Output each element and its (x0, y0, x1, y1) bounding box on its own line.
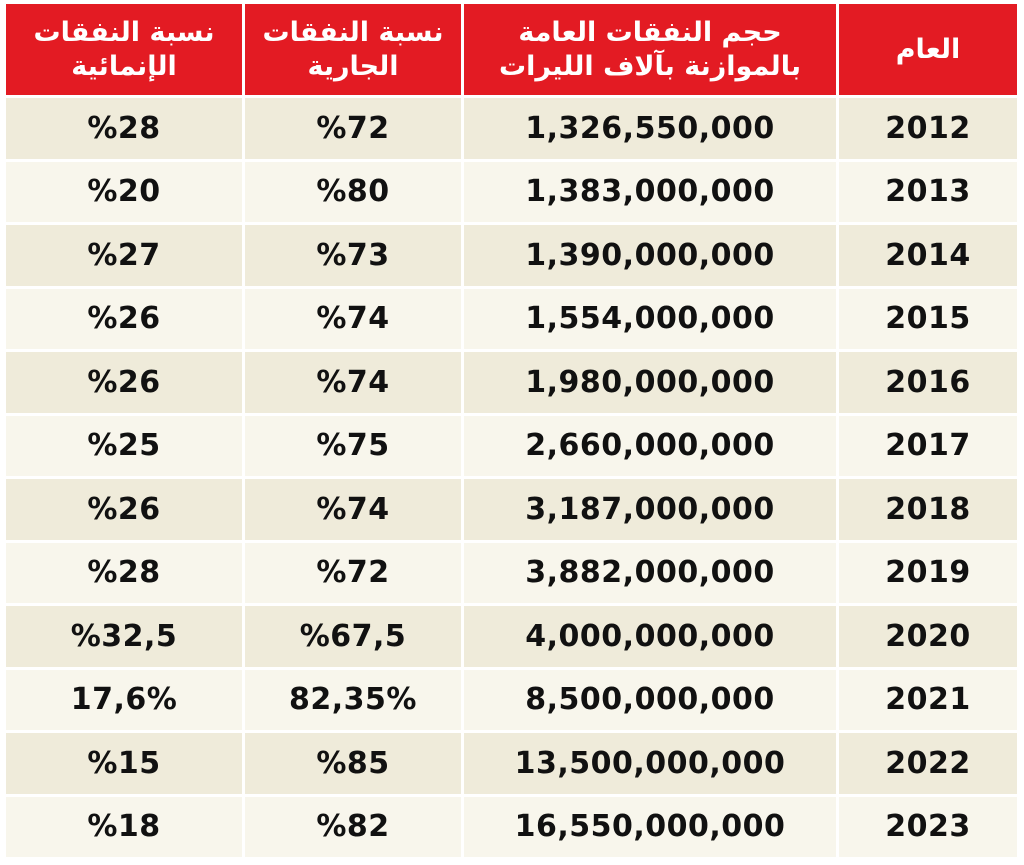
header-year: العام (839, 4, 1017, 95)
cell-current-ratio: %74 (245, 479, 461, 540)
cell-year: 2018 (839, 479, 1017, 540)
cell-total-volume: 1,390,000,000 (464, 225, 836, 286)
cell-capital-ratio: %32,5 (6, 606, 242, 667)
cell-current-ratio: %80 (245, 161, 461, 222)
cell-year: 2023 (839, 796, 1017, 857)
cell-current-ratio: %73 (245, 225, 461, 286)
cell-capital-ratio: %26 (6, 352, 242, 413)
header-current-ratio-line1: نسبة النفقات (262, 16, 444, 48)
cell-capital-ratio: %28 (6, 98, 242, 159)
cell-current-ratio: %67,5 (245, 606, 461, 667)
cell-year: 2021 (839, 669, 1017, 730)
cell-current-ratio: %72 (245, 542, 461, 603)
cell-current-ratio: %74 (245, 288, 461, 349)
header-capital-ratio: نسبة النفقات الإنمائية (6, 4, 242, 95)
cell-year: 2020 (839, 606, 1017, 667)
cell-current-ratio: %74 (245, 352, 461, 413)
cell-capital-ratio: %25 (6, 415, 242, 476)
cell-total-volume: 1,980,000,000 (464, 352, 836, 413)
cell-total-volume: 16,550,000,000 (464, 796, 836, 857)
header-total-volume-line1: حجم النفقات العامة (518, 16, 782, 48)
cell-capital-ratio: %27 (6, 225, 242, 286)
header-current-ratio: نسبة النفقات الجارية (245, 4, 461, 95)
cell-year: 2016 (839, 352, 1017, 413)
cell-total-volume: 1,383,000,000 (464, 161, 836, 222)
cell-total-volume: 3,187,000,000 (464, 479, 836, 540)
cell-current-ratio: %82 (245, 796, 461, 857)
cell-capital-ratio: %18 (6, 796, 242, 857)
header-capital-ratio-line1: نسبة النفقات (33, 16, 215, 48)
cell-current-ratio: 82,35% (245, 669, 461, 730)
cell-current-ratio: %85 (245, 733, 461, 794)
cell-year: 2019 (839, 542, 1017, 603)
cell-current-ratio: %75 (245, 415, 461, 476)
cell-total-volume: 1,326,550,000 (464, 98, 836, 159)
cell-year: 2015 (839, 288, 1017, 349)
cell-year: 2014 (839, 225, 1017, 286)
cell-total-volume: 13,500,000,000 (464, 733, 836, 794)
cell-current-ratio: %72 (245, 98, 461, 159)
cell-total-volume: 8,500,000,000 (464, 669, 836, 730)
cell-capital-ratio: %28 (6, 542, 242, 603)
header-capital-ratio-line2: الإنمائية (71, 50, 177, 82)
cell-capital-ratio: %26 (6, 479, 242, 540)
header-total-volume: حجم النفقات العامة بالموازنة بآلاف اللير… (464, 4, 836, 95)
header-year-line1: العام (895, 33, 961, 65)
cell-year: 2012 (839, 98, 1017, 159)
header-current-ratio-line2: الجارية (307, 50, 399, 82)
expenditure-table: نسبة النفقات الإنمائية نسبة النفقات الجا… (6, 4, 1018, 857)
cell-total-volume: 3,882,000,000 (464, 542, 836, 603)
cell-capital-ratio: 17,6% (6, 669, 242, 730)
cell-total-volume: 2,660,000,000 (464, 415, 836, 476)
cell-capital-ratio: %20 (6, 161, 242, 222)
cell-year: 2013 (839, 161, 1017, 222)
cell-year: 2017 (839, 415, 1017, 476)
cell-total-volume: 1,554,000,000 (464, 288, 836, 349)
header-total-volume-line2: بالموازنة بآلاف الليرات (499, 50, 801, 82)
cell-total-volume: 4,000,000,000 (464, 606, 836, 667)
cell-capital-ratio: %15 (6, 733, 242, 794)
cell-capital-ratio: %26 (6, 288, 242, 349)
cell-year: 2022 (839, 733, 1017, 794)
